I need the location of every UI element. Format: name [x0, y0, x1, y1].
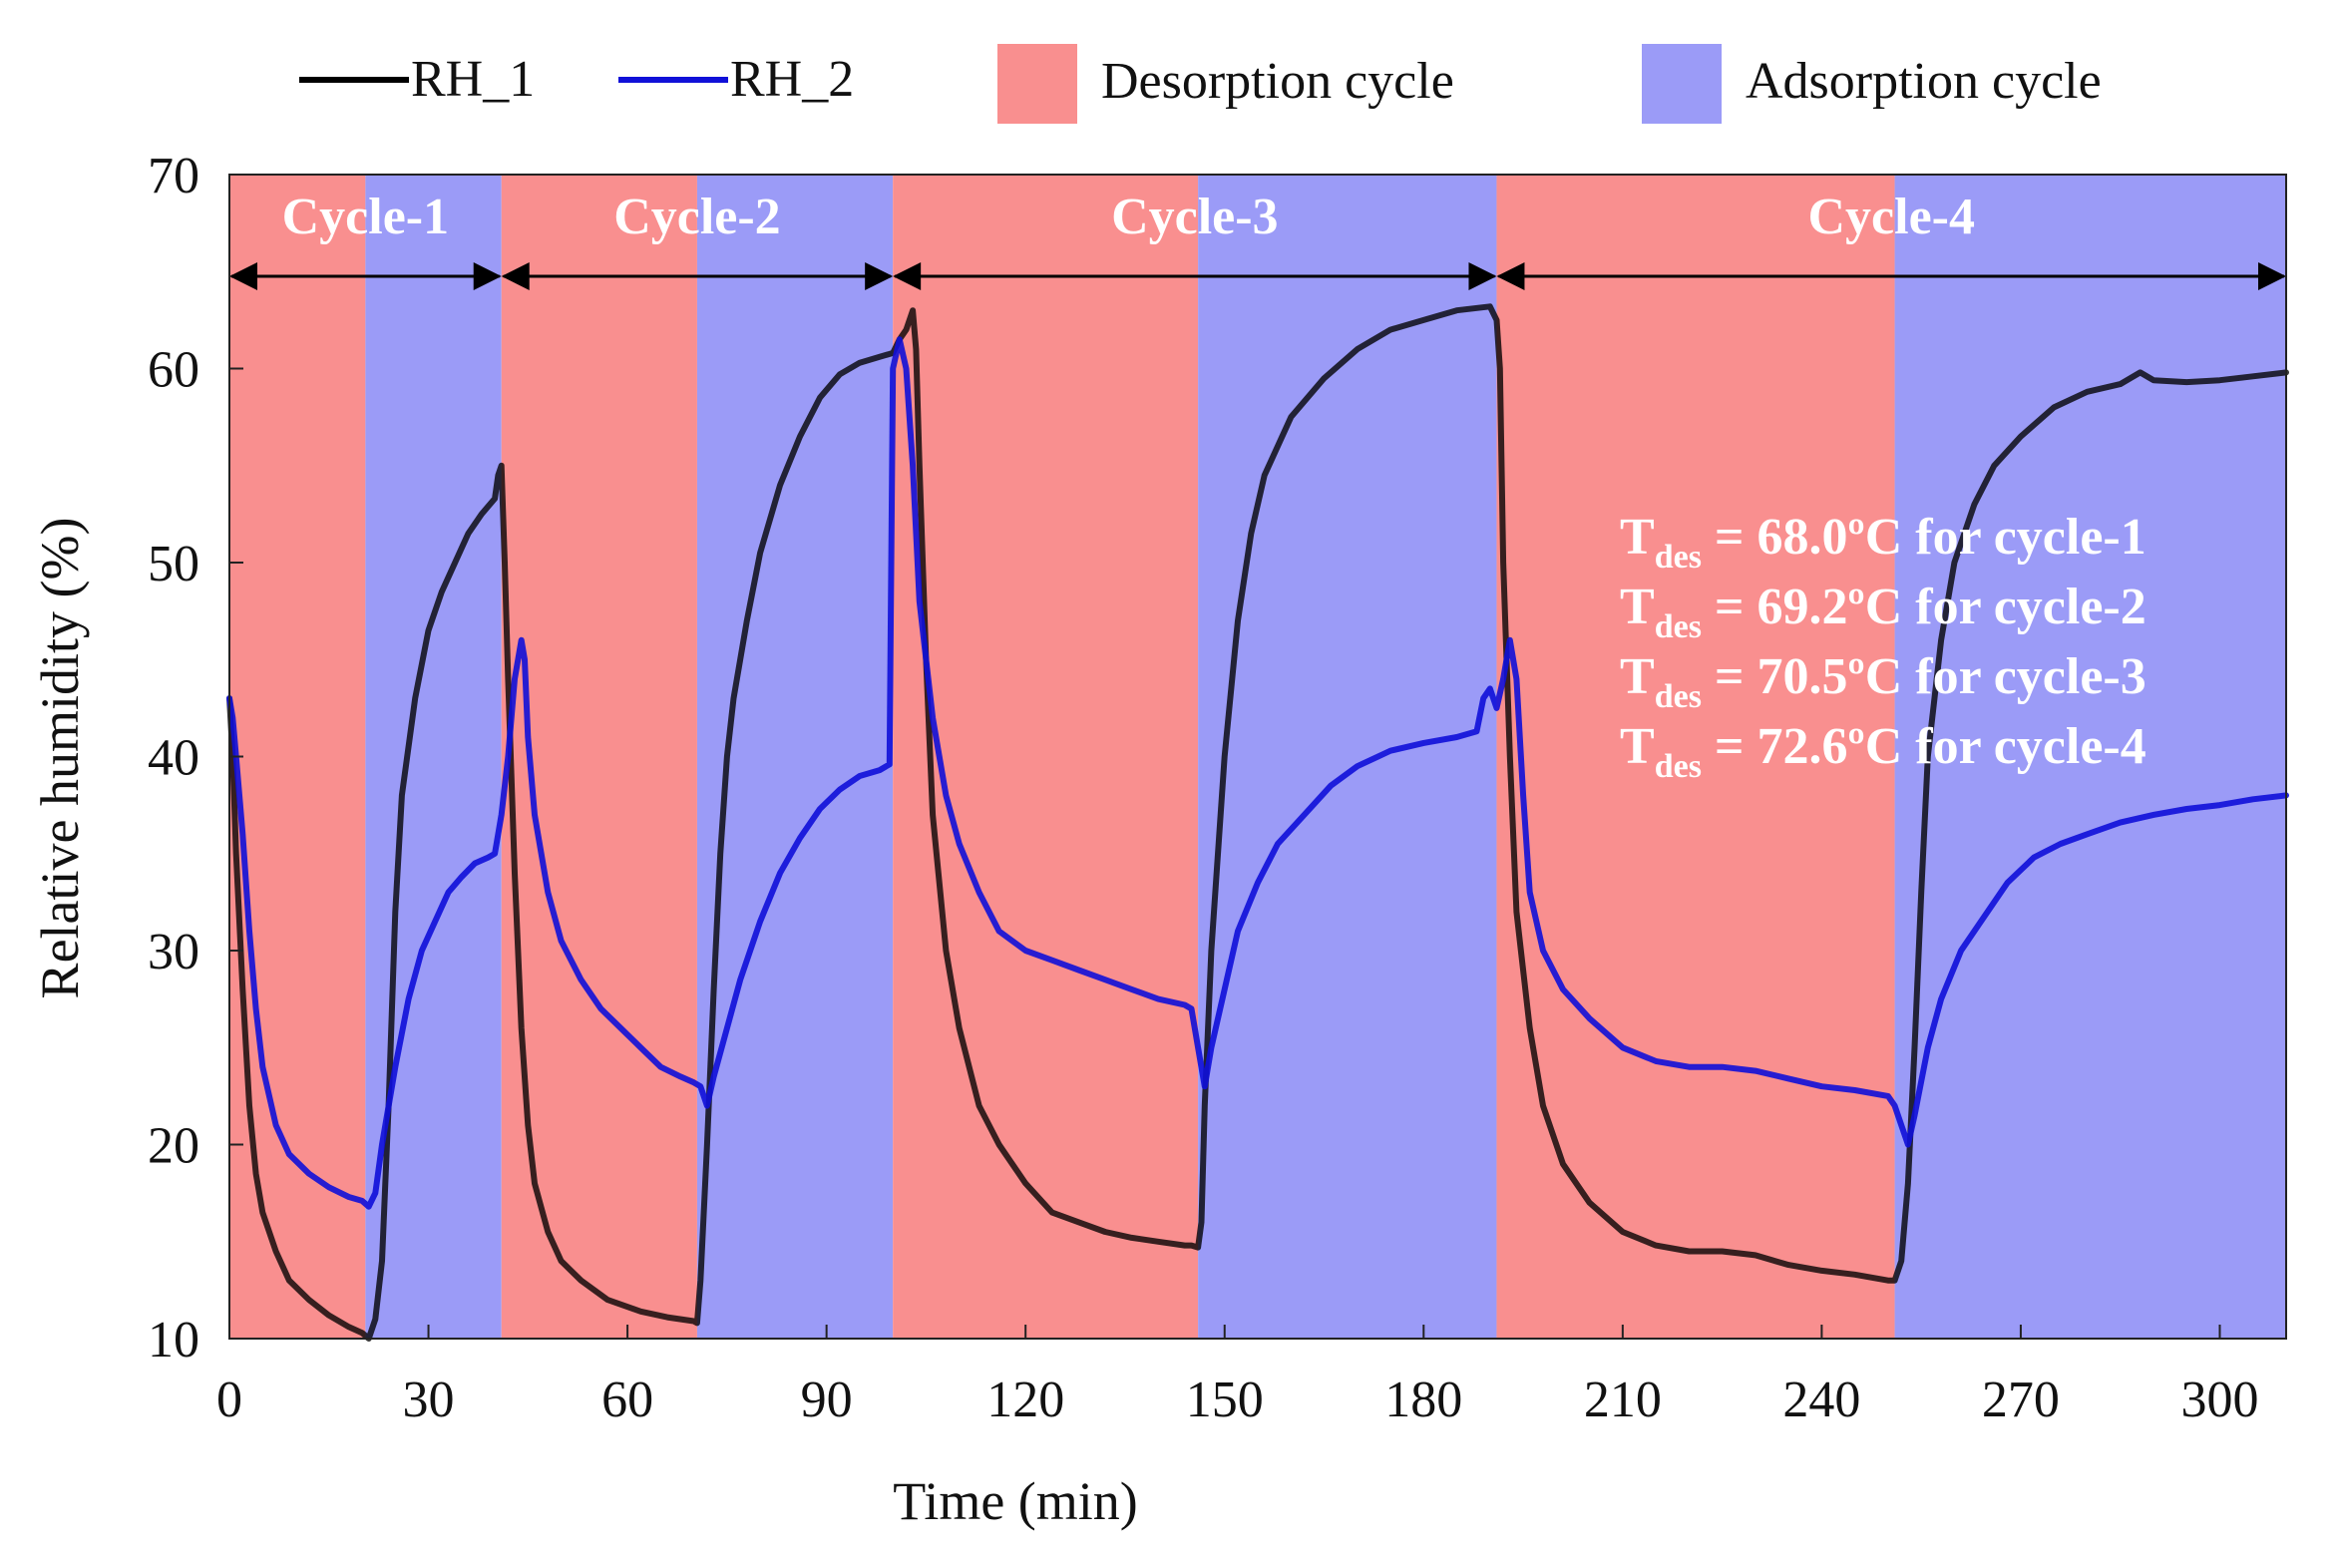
legend-swatch-adsorption-cycle [1642, 44, 1722, 124]
x-tick-label-270: 270 [1982, 1372, 2060, 1428]
legend: RH_1 RH_2 Desorption cycle Adsorption cycle [299, 44, 2102, 124]
tdes-annotation-4: Tdes = 72.6ºC for cycle-4 [1620, 718, 2146, 785]
cycle-arrowhead-left-3 [893, 262, 922, 290]
series-line-rh-1 [226, 303, 2289, 1342]
cycle-arrowhead-right-3 [1468, 262, 1497, 290]
cycle-arrows [229, 262, 2286, 290]
cycle-label-3: Cycle-3 [1111, 189, 1278, 245]
cycle-arrowhead-left-1 [229, 262, 257, 290]
legend-label-desorption-cycle: Desorption cycle [1101, 53, 1454, 110]
legend-label-rh-2: RH_2 [730, 51, 854, 108]
x-tick-label-210: 210 [1584, 1372, 1662, 1428]
y-axis-label: Relative humidity (%) [30, 518, 90, 999]
x-tick-label-300: 300 [2180, 1372, 2258, 1428]
y-tick-label-30: 30 [148, 924, 199, 980]
legend-swatch-desorption-cycle [997, 44, 1077, 124]
x-tick-label-0: 0 [216, 1372, 242, 1428]
x-tick-label-120: 120 [986, 1372, 1064, 1428]
y-tick-label-50: 50 [148, 536, 199, 592]
x-tick-label-90: 90 [801, 1372, 853, 1428]
x-tick-label-240: 240 [1782, 1372, 1860, 1428]
cycle-arrowhead-right-1 [473, 262, 502, 290]
x-tick-label-180: 180 [1384, 1372, 1462, 1428]
cycle-arrowhead-right-4 [2258, 262, 2286, 290]
y-tick-label-70: 70 [148, 148, 199, 204]
series-lines [226, 303, 2289, 1342]
band-desorption-7 [1496, 175, 1895, 1339]
x-axis-label: Time (min) [893, 1471, 1138, 1531]
cycle-arrowhead-left-2 [501, 262, 530, 290]
band-adsorption-8 [1894, 175, 2286, 1339]
y-tick-label-10: 10 [148, 1312, 199, 1369]
plot-bands [229, 175, 2286, 1339]
cycle-labels: Cycle-1 Cycle-2 Cycle-3 Cycle-4 [282, 189, 1975, 245]
tdes-annotation-3: Tdes = 70.5ºC for cycle-3 [1620, 648, 2146, 715]
series-line-rh-2 [226, 336, 2289, 1210]
cycle-label-4: Cycle-4 [1807, 189, 1974, 245]
y-tick-label-40: 40 [148, 730, 199, 787]
band-desorption-5 [893, 175, 1199, 1339]
tdes-annotation-2: Tdes = 69.2ºC for cycle-2 [1620, 579, 2146, 645]
legend-label-rh-1: RH_1 [411, 51, 535, 108]
band-adsorption-6 [1198, 175, 1497, 1339]
x-axis: 0 30 60 90 120 150 180 210 240 270 300 [216, 1325, 2258, 1428]
x-tick-label-60: 60 [601, 1372, 653, 1428]
x-tick-label-30: 30 [403, 1372, 455, 1428]
band-desorption-3 [501, 175, 697, 1339]
y-tick-label-20: 20 [148, 1118, 199, 1175]
cycle-arrowhead-right-2 [865, 262, 894, 290]
cycle-label-1: Cycle-1 [282, 189, 449, 245]
cycle-arrowhead-left-4 [1496, 262, 1525, 290]
y-axis: 10 20 30 40 50 60 70 [148, 148, 243, 1369]
tdes-annotation-1: Tdes = 68.0ºC for cycle-1 [1620, 509, 2146, 576]
legend-label-adsorption-cycle: Adsorption cycle [1746, 53, 2102, 110]
x-tick-label-150: 150 [1186, 1372, 1264, 1428]
y-tick-label-60: 60 [148, 342, 199, 399]
cycle-label-2: Cycle-2 [613, 189, 780, 245]
